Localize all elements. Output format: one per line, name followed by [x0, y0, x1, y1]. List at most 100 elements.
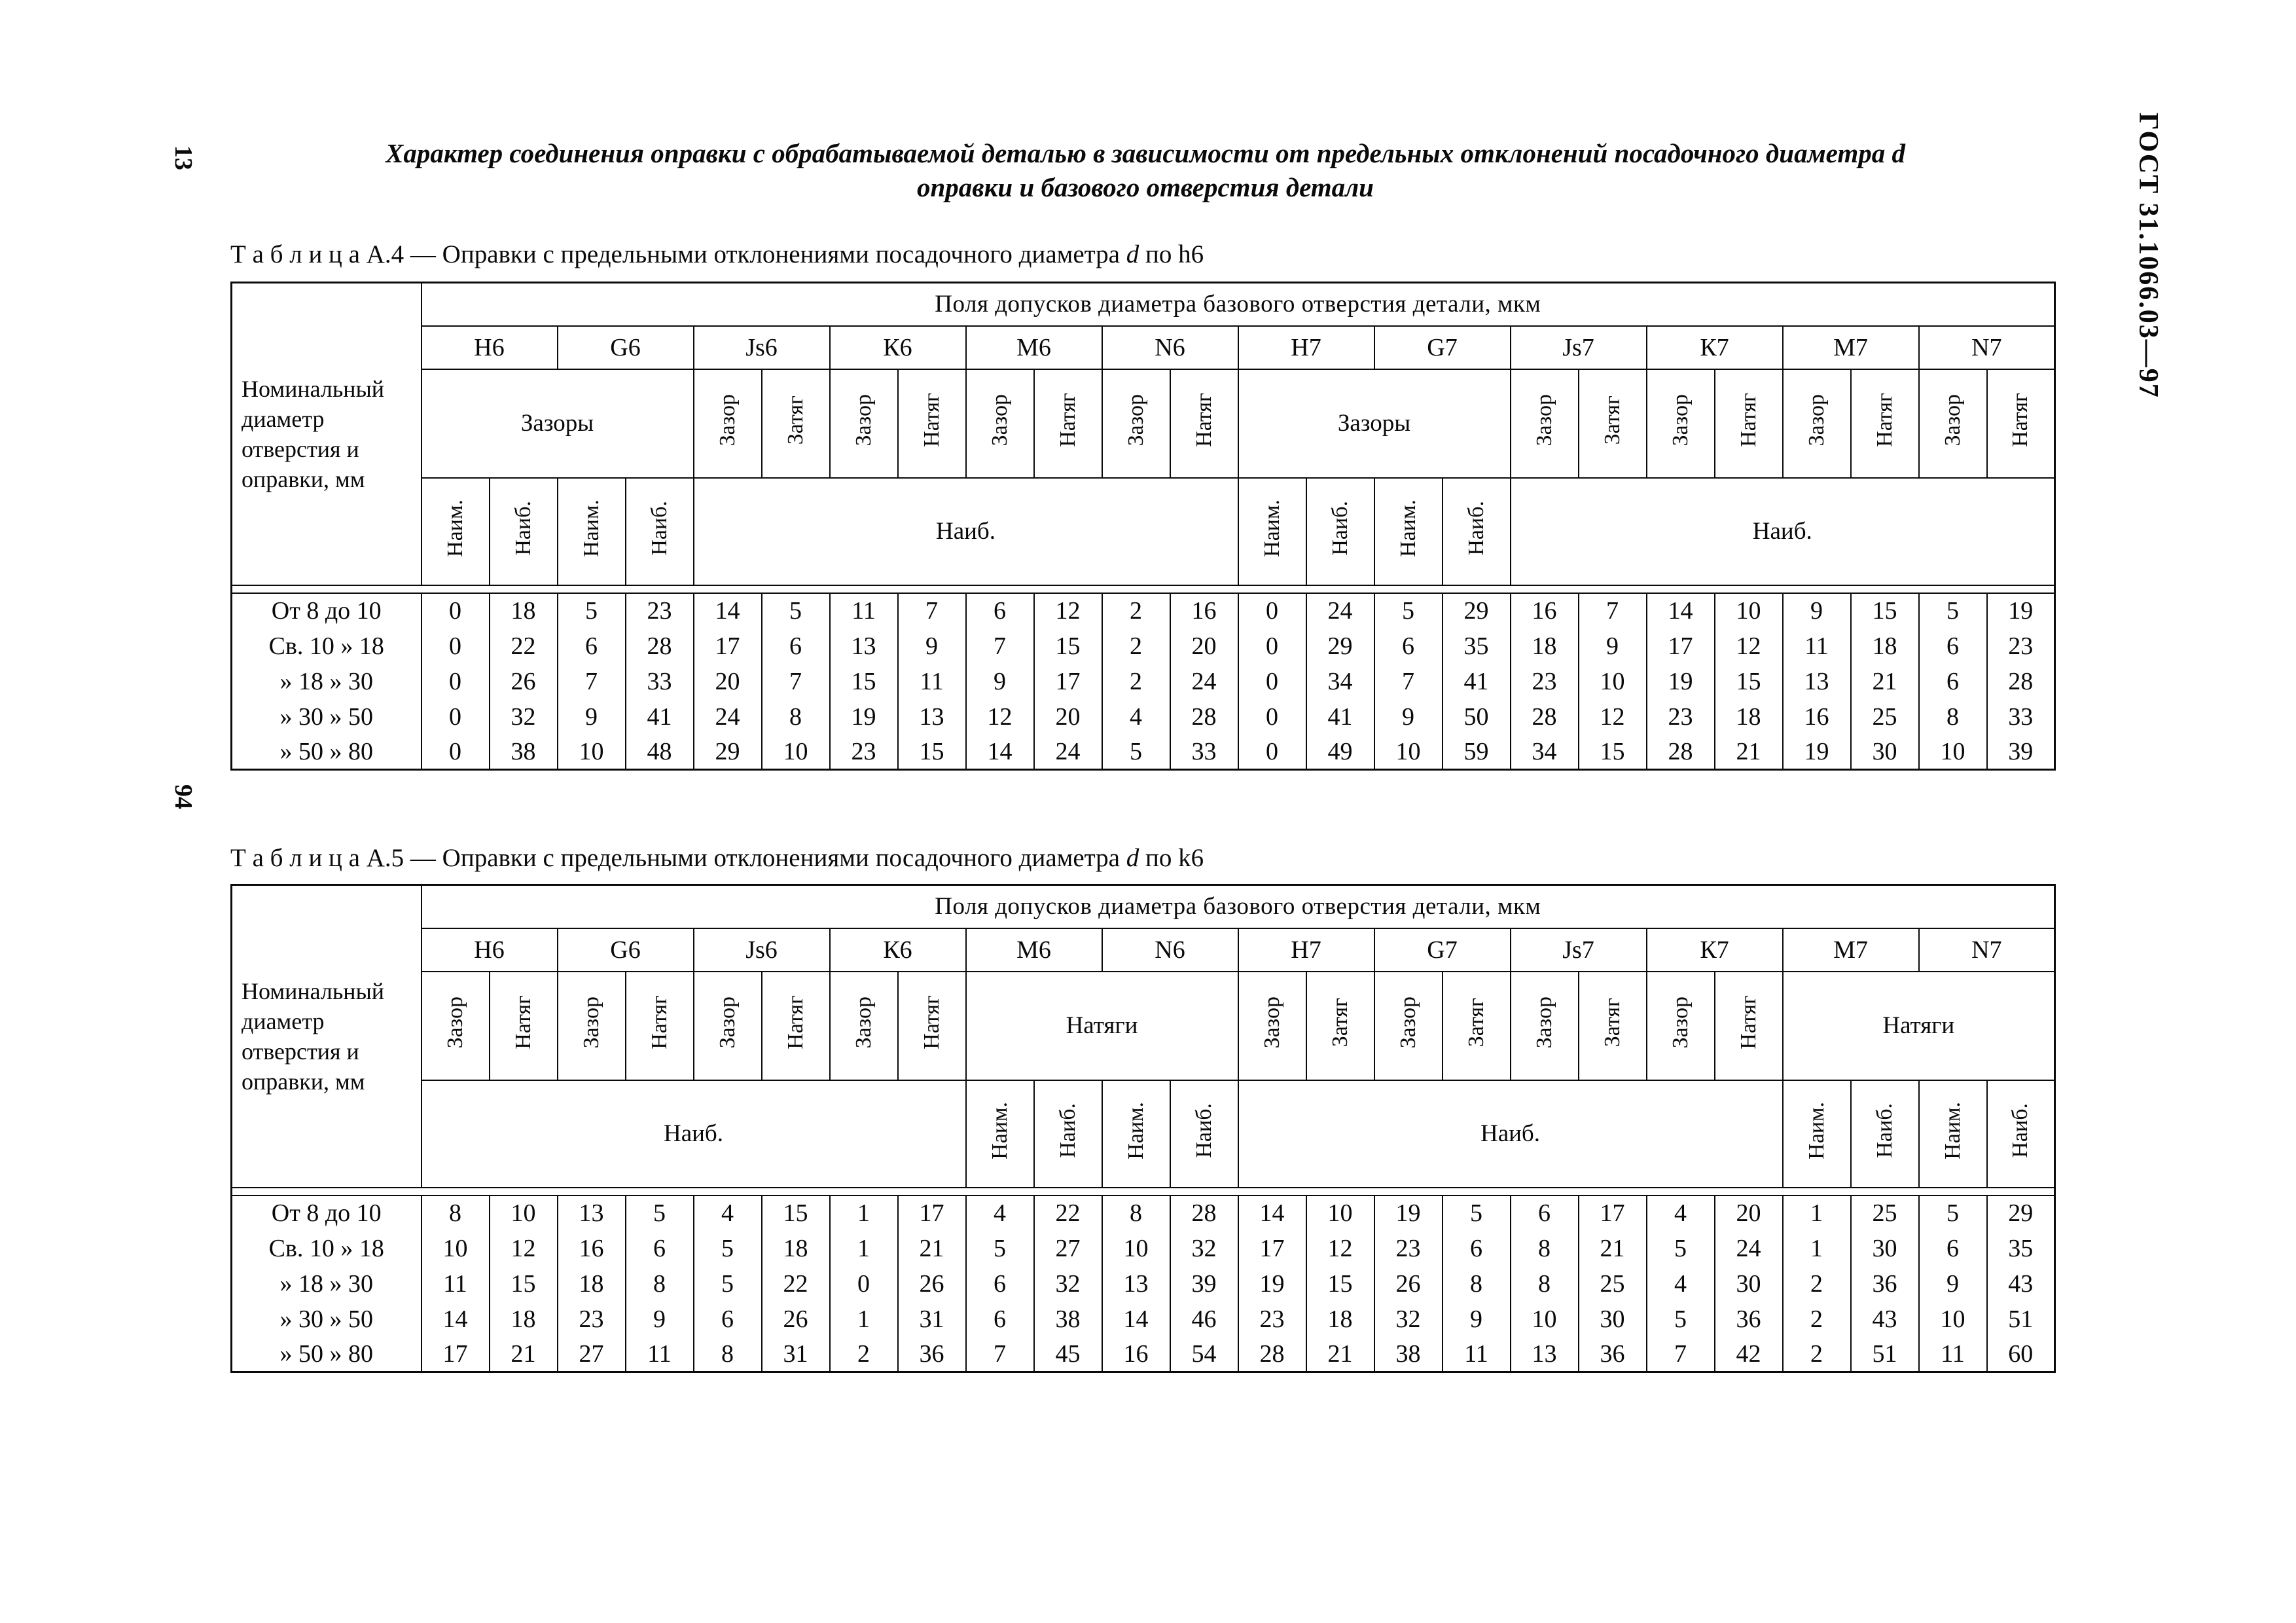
diameter-range-label: Св. 10 » 18: [230, 628, 422, 664]
standard-reference: ГОСТ 31.1066.03—97: [2133, 113, 2163, 399]
data-cell: 12: [1033, 593, 1103, 629]
column-header: Натяги: [965, 970, 1239, 1081]
data-cell: 23: [1645, 699, 1715, 735]
data-cell: 13: [897, 699, 967, 735]
table-row: От 8 до 10 0 18 5 23 14 5 11 7 6 12 2 16 0 24 5 29 16 7 14 1…: [230, 593, 2056, 629]
data-cell: 17: [1577, 1195, 1647, 1231]
diameter-range-label: » 50 » 80: [230, 1336, 422, 1373]
caption-a4-suffix: по h6: [1139, 240, 1204, 268]
data-cell: 9: [1441, 1301, 1511, 1337]
column-header: К7: [1645, 927, 1784, 972]
data-cell: 20: [1169, 628, 1239, 664]
data-cell: 0: [1237, 593, 1307, 629]
data-cell: 17: [1645, 628, 1715, 664]
data-cell: 4: [1645, 1266, 1715, 1302]
column-header: N7: [1918, 927, 2056, 972]
data-cell: 38: [1373, 1336, 1443, 1373]
data-cell: 5: [1645, 1301, 1715, 1337]
caption-a5-d-symbol: d: [1126, 844, 1139, 872]
table-a5-body: От 8 до 10 8 10 13 5 4 15 1 17 4 22 8 28 14 10 19 5 6 17 4 2…: [230, 1186, 2056, 1373]
data-cell: 28: [624, 628, 694, 664]
data-cell: 38: [488, 734, 558, 771]
data-cell: 28: [1645, 734, 1715, 771]
data-cell: 10: [1713, 593, 1784, 629]
rotated-column-header: Наиб.: [624, 477, 694, 586]
data-cell: 7: [965, 628, 1035, 664]
tolerance-zones-row: Н6 G6 Js6 К6 М6 N6 Н7 G7 Js7 К7 М7 N7: [232, 927, 2056, 972]
rotated-column-header: Затяг: [1305, 970, 1375, 1081]
caption-a5-label: Т а б л и ц а А.5 —: [230, 844, 442, 872]
data-cell: 7: [1577, 593, 1647, 629]
data-cell: 31: [761, 1336, 831, 1373]
data-cell: 5: [1645, 1230, 1715, 1266]
data-cell: 12: [1577, 699, 1647, 735]
column-header: К6: [829, 927, 967, 972]
data-cell: 8: [1509, 1266, 1579, 1302]
data-cell: 22: [1033, 1195, 1103, 1231]
data-cell: 10: [1577, 663, 1647, 699]
data-cell: 46: [1169, 1301, 1239, 1337]
data-cell: 6: [1918, 663, 1988, 699]
column-header: Наиб.: [1237, 1079, 1784, 1188]
table-a4-body: От 8 до 10 0 18 5 23 14 5 11 7 6 12 2 16 0 24 5 29 16 7 14 1…: [230, 584, 2056, 771]
column-header: Js7: [1509, 927, 1647, 972]
data-cell: 10: [420, 1230, 490, 1266]
data-cell: 19: [1986, 593, 2056, 629]
column-header: Натяги: [1782, 970, 2056, 1081]
title-line-1: Характер соединения оправки с обрабатыва…: [386, 138, 1905, 168]
data-cell: 14: [420, 1301, 490, 1337]
data-cell: 2: [829, 1336, 899, 1373]
rotated-column-header: Натяг: [1169, 368, 1239, 479]
data-cell: 9: [1373, 699, 1443, 735]
diameter-range-label: Св. 10 » 18: [230, 1230, 422, 1266]
column-header: Наиб.: [692, 477, 1239, 586]
data-cell: 11: [1441, 1336, 1511, 1373]
data-cell: 25: [1577, 1266, 1647, 1302]
data-cell: 7: [897, 593, 967, 629]
rotated-column-header: Затяг: [761, 368, 831, 479]
data-cell: 19: [1645, 663, 1715, 699]
data-cell: 8: [1918, 699, 1988, 735]
data-cell: 51: [1986, 1301, 2056, 1337]
data-cell: 0: [1237, 628, 1307, 664]
table-a5-wrapper: Номинальный диаметр отверстия и оправки,…: [230, 884, 2056, 1373]
rotated-column-header: Натяг: [624, 970, 694, 1081]
data-cell: 17: [420, 1336, 490, 1373]
data-cell: 26: [1373, 1266, 1443, 1302]
data-cell: 8: [624, 1266, 694, 1302]
data-cell: 0: [420, 628, 490, 664]
data-cell: 18: [1713, 699, 1784, 735]
data-cell: 16: [1101, 1336, 1171, 1373]
data-cell: 28: [1169, 1195, 1239, 1231]
data-cell: 38: [1033, 1301, 1103, 1337]
data-cell: 23: [1373, 1230, 1443, 1266]
data-cell: 9: [556, 699, 626, 735]
data-cell: 17: [897, 1195, 967, 1231]
data-cell: 26: [761, 1301, 831, 1337]
column-header: Н7: [1237, 927, 1375, 972]
diameter-range-label: » 50 » 80: [230, 734, 422, 771]
data-cell: 6: [1373, 628, 1443, 664]
data-cell: 2: [1782, 1301, 1852, 1337]
data-cell: 23: [556, 1301, 626, 1337]
top-header: Поля допусков диаметра базового отверсти…: [420, 282, 2056, 327]
data-cell: 35: [1986, 1230, 2056, 1266]
data-cell: 8: [1441, 1266, 1511, 1302]
data-cell: 5: [1373, 593, 1443, 629]
column-header: G7: [1373, 325, 1511, 370]
data-cell: 26: [488, 663, 558, 699]
table-row: » 50 » 80 17 21 27 11 8 31 2 36 7 45 16 54 28 21 38 11 13…: [230, 1336, 2056, 1373]
column-header: G6: [556, 927, 694, 972]
data-cell: 11: [829, 593, 899, 629]
data-cell: 5: [624, 1195, 694, 1231]
page-title: Характер соединения оправки с обрабатыва…: [236, 136, 2055, 204]
data-cell: 30: [1577, 1301, 1647, 1337]
data-cell: 8: [761, 699, 831, 735]
diameter-range-label: » 30 » 50: [230, 699, 422, 735]
diameter-range-label: » 18 » 30: [230, 663, 422, 699]
data-cell: 31: [897, 1301, 967, 1337]
data-cell: 15: [897, 734, 967, 771]
data-cell: 29: [1305, 628, 1375, 664]
data-cell: 1: [1782, 1230, 1852, 1266]
rotated-column-header: Наим.: [1373, 477, 1443, 586]
